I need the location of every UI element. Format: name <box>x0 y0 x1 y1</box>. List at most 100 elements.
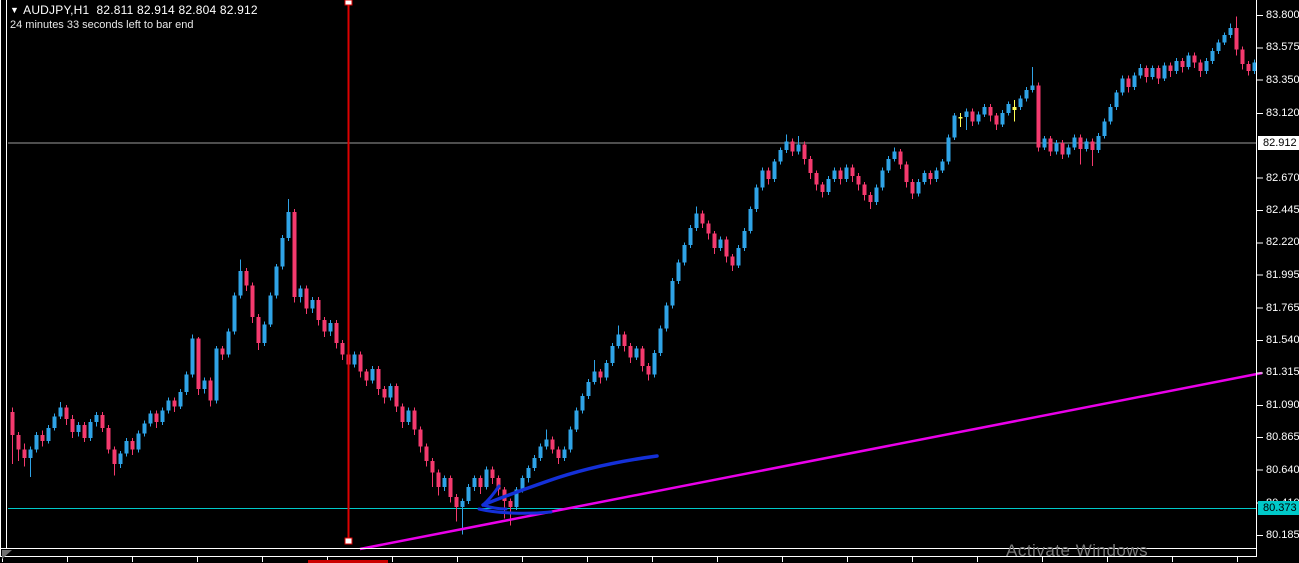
candle-body <box>652 353 657 375</box>
candle-body <box>1120 78 1125 93</box>
candle-body <box>598 371 603 378</box>
candle-body <box>820 184 825 192</box>
candle-body <box>682 245 687 263</box>
candle-body <box>1102 121 1107 136</box>
candle-body <box>568 429 573 450</box>
candle-body <box>118 453 123 464</box>
candle-body <box>454 496 459 507</box>
candle-body <box>46 427 51 441</box>
candle-body <box>166 400 171 411</box>
price-tick-label: 81.315 <box>1266 366 1299 379</box>
candle-body <box>892 151 897 159</box>
candle-body <box>904 164 909 182</box>
candle-body <box>550 439 555 450</box>
vline-bottom-handle[interactable] <box>344 537 353 545</box>
candles-layer <box>10 16 1257 535</box>
price-tick-label: 83.800 <box>1266 9 1299 21</box>
candle-body <box>928 173 933 179</box>
candle-body <box>292 212 297 297</box>
candle-body <box>982 107 987 115</box>
chart-title: ▼ AUDJPY,H1 82.811 82.914 82.804 82.912 <box>10 3 258 17</box>
candle-body <box>1030 85 1035 90</box>
candle-body <box>724 239 729 257</box>
candle-body <box>478 478 483 487</box>
chart-shift-triangle[interactable] <box>2 550 12 559</box>
candle-body <box>838 170 843 179</box>
candle-body <box>382 389 387 398</box>
candle-body <box>688 227 693 246</box>
candle-body <box>16 435 21 450</box>
candle-body <box>124 440 129 454</box>
candle-body <box>424 446 429 461</box>
candle-body <box>1150 68 1155 77</box>
candle-body <box>148 413 153 424</box>
candle-body <box>1156 68 1161 79</box>
candle-body <box>496 478 501 490</box>
candle-body <box>340 342 345 355</box>
candle-body <box>1096 135 1101 151</box>
candle-body <box>1192 55 1197 63</box>
candle-body <box>784 141 789 151</box>
candle-body <box>712 233 717 249</box>
candle-body <box>298 288 303 297</box>
candle-body <box>1228 27 1233 36</box>
candle-body <box>862 184 867 195</box>
price-tick-label: 81.765 <box>1266 301 1299 314</box>
candle-body <box>412 410 417 430</box>
candle-body <box>1144 68 1149 77</box>
candle-body <box>184 374 189 392</box>
candle-body <box>748 209 753 231</box>
price-tick-label: 83.575 <box>1266 41 1299 54</box>
candle-body <box>58 407 63 417</box>
price-tick-label: 82.445 <box>1266 203 1299 216</box>
arrow-stroke <box>477 507 553 515</box>
horizontal-lines-layer <box>8 142 1256 509</box>
candle-body <box>988 107 993 116</box>
candle-body <box>142 423 147 434</box>
candle-body <box>790 141 795 152</box>
vline-top-handle[interactable] <box>344 0 353 6</box>
drawn-arrow-annotation[interactable] <box>477 454 659 515</box>
candle-body <box>334 322 339 343</box>
candle-body <box>832 170 837 179</box>
candle-body <box>718 239 723 249</box>
candle-body <box>430 460 435 473</box>
candle-body <box>232 295 237 332</box>
magenta-trendline[interactable] <box>359 371 1263 551</box>
candle-body <box>1186 55 1191 67</box>
candle-body <box>532 458 537 469</box>
candle-body <box>406 410 411 423</box>
candle-body <box>256 317 261 343</box>
candle-body <box>364 371 369 381</box>
candle-body <box>1162 65 1167 79</box>
candle-body <box>172 400 177 407</box>
candle-body <box>76 424 81 433</box>
price-tick-label: 82.670 <box>1266 171 1299 184</box>
candle-body <box>1180 61 1185 67</box>
candle-body <box>1234 27 1239 50</box>
red-vertical-line-object[interactable] <box>344 0 353 545</box>
candle-body <box>1204 61 1209 72</box>
candle-body <box>1240 49 1245 64</box>
candle-body <box>580 396 585 411</box>
candle-body <box>484 469 489 487</box>
candle-body <box>136 433 141 450</box>
symbol-dropdown-icon[interactable]: ▼ <box>10 5 20 15</box>
candle-body <box>610 345 615 364</box>
candle-body <box>670 281 675 306</box>
time-axis-red-segment[interactable] <box>308 560 388 563</box>
candle-body <box>694 213 699 228</box>
candle-body <box>1222 35 1227 43</box>
candle-body <box>874 187 879 203</box>
candle-body <box>310 299 315 309</box>
price-tick-label: 83.120 <box>1266 106 1299 119</box>
candle-body <box>400 406 405 423</box>
price-tick-label: 80.185 <box>1266 529 1299 542</box>
candle-body <box>970 111 975 122</box>
candle-body <box>268 295 273 325</box>
candle-body <box>358 354 363 372</box>
candle-body <box>1198 62 1203 72</box>
chart-frame <box>0 0 1263 562</box>
candle-body <box>196 338 201 390</box>
